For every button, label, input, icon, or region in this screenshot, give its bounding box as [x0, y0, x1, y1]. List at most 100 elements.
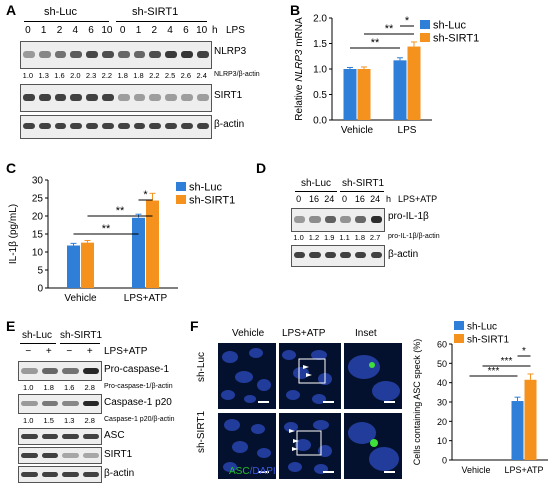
blot-band [117, 123, 130, 129]
time-label: 0 [296, 194, 302, 204]
ratio-value: 1.6 [64, 383, 75, 392]
panel-d-treatment: LPS+ATP [398, 194, 438, 204]
blot-band [21, 401, 38, 406]
bar-sh-sirt1 [81, 242, 94, 288]
ratio-value: 1.6 [54, 71, 65, 80]
panel-d-blot-label-actin: β-actin [388, 249, 419, 260]
time-label: 10 [101, 25, 113, 36]
blot-band [82, 453, 99, 458]
panel-e-treatment: LPS+ATP [104, 346, 148, 357]
blot-band [196, 51, 209, 58]
blot-band [21, 453, 38, 458]
bar-sh-luc [511, 401, 524, 460]
panel-d-blot-pro-il1b [291, 208, 385, 232]
blot-band [41, 368, 58, 374]
y-axis-label: Cells containing ASC speck (%) [412, 339, 422, 466]
blot-band [41, 453, 58, 458]
ratio-value: 1.8 [133, 71, 144, 80]
y-tick-label: 0.0 [313, 116, 327, 127]
panel-a-blot-sirt1 [20, 84, 212, 112]
blot-band [23, 123, 35, 129]
panel-a-label: A [6, 2, 17, 18]
ratio-value: 1.2 [308, 233, 320, 242]
legend-swatch [176, 182, 186, 191]
panel-c-label: C [6, 160, 17, 176]
panel-f-label: F [190, 318, 199, 334]
panel-e-ratio-label-p20: Caspase-1 p20/β-actin [104, 416, 175, 423]
legend-label: sh-SIRT1 [467, 335, 509, 346]
ratio-value: 2.5 [164, 71, 176, 80]
bar-sh-luc [393, 60, 407, 120]
blot-band [324, 216, 336, 223]
panel-e-label: E [6, 318, 16, 334]
blot-band [62, 368, 79, 374]
scale-bar [384, 471, 395, 473]
significance-label: * [522, 346, 526, 357]
blot-band [82, 434, 99, 439]
blot-band [149, 123, 162, 129]
legend-swatch [454, 321, 464, 330]
blot-band [339, 216, 352, 223]
legend-label: sh-SIRT1 [433, 33, 479, 45]
blot-band [38, 123, 51, 129]
time-label: 1 [40, 25, 47, 36]
ratio-value: 1.3 [64, 416, 75, 425]
blot-band [54, 94, 67, 101]
panel-f-col-vehicle: Vehicle [232, 328, 265, 339]
time-label: 4 [167, 25, 173, 36]
panel-d-group-1: sh-Luc [301, 178, 332, 189]
time-label: 6 [183, 25, 189, 36]
panel-a-group-1-line [24, 21, 109, 22]
blot-band [196, 123, 209, 129]
time-label: 0 [342, 194, 348, 204]
panel-d-blot-label-pro-il1b: pro-IL-1β [388, 211, 429, 222]
panel-f-stain-legend: ASC/DAPI [229, 466, 276, 477]
significance-label: * [143, 189, 148, 201]
blot-band [294, 216, 306, 223]
micrograph-shluc-vehicle [218, 343, 276, 409]
y-tick-label: 15 [32, 230, 44, 241]
blot-band [133, 94, 146, 101]
y-tick-label: 0 [37, 284, 43, 295]
panel-e-blot-actin [18, 466, 102, 483]
panel-e-group-1: sh-Luc [22, 330, 53, 341]
blot-band [86, 94, 98, 101]
blot-band [23, 51, 35, 58]
blot-band [21, 472, 38, 477]
blot-band [355, 252, 367, 258]
micrograph-shluc-lps-atp [279, 343, 341, 409]
stain-sep: / [249, 466, 253, 477]
time-label: 0 [119, 25, 126, 36]
x-tick-label: LPS+ATP [504, 465, 543, 475]
blot-band [86, 123, 98, 129]
panel-f-row-sh-luc: sh-Luc [196, 351, 207, 382]
time-label: 2 [56, 25, 63, 36]
ratio-value: 1.9 [324, 233, 335, 242]
blot-band [62, 434, 79, 439]
panel-e-blot-label-actin: β-actin [104, 468, 135, 479]
y-tick-label: 50 [437, 359, 447, 369]
ratio-value: 2.4 [196, 71, 207, 80]
bar-sh-sirt1 [146, 200, 159, 288]
legend-label: sh-Luc [467, 322, 497, 333]
y-tick-label: 20 [32, 212, 44, 223]
blot-band [165, 123, 177, 129]
y-tick-label: 5 [37, 266, 43, 277]
ratio-value: 1.5 [43, 416, 54, 425]
stain-dapi: DAPI [252, 466, 276, 477]
scale-bar [384, 401, 395, 403]
scale-bar [323, 471, 334, 473]
y-tick-label: 30 [32, 176, 44, 187]
blot-band [294, 252, 306, 258]
blot-band [54, 123, 67, 129]
panel-d-time-unit: h [386, 194, 392, 204]
legend-swatch [420, 20, 430, 29]
blot-band [62, 472, 79, 477]
panel-e-blot-p20 [18, 394, 102, 414]
legend-label: sh-SIRT1 [189, 195, 235, 207]
blot-band [21, 368, 38, 374]
sign-label: + [45, 346, 52, 357]
ratio-value: 2.8 [84, 383, 95, 392]
panel-b-label: B [290, 2, 301, 18]
significance-label: *** [488, 366, 500, 377]
